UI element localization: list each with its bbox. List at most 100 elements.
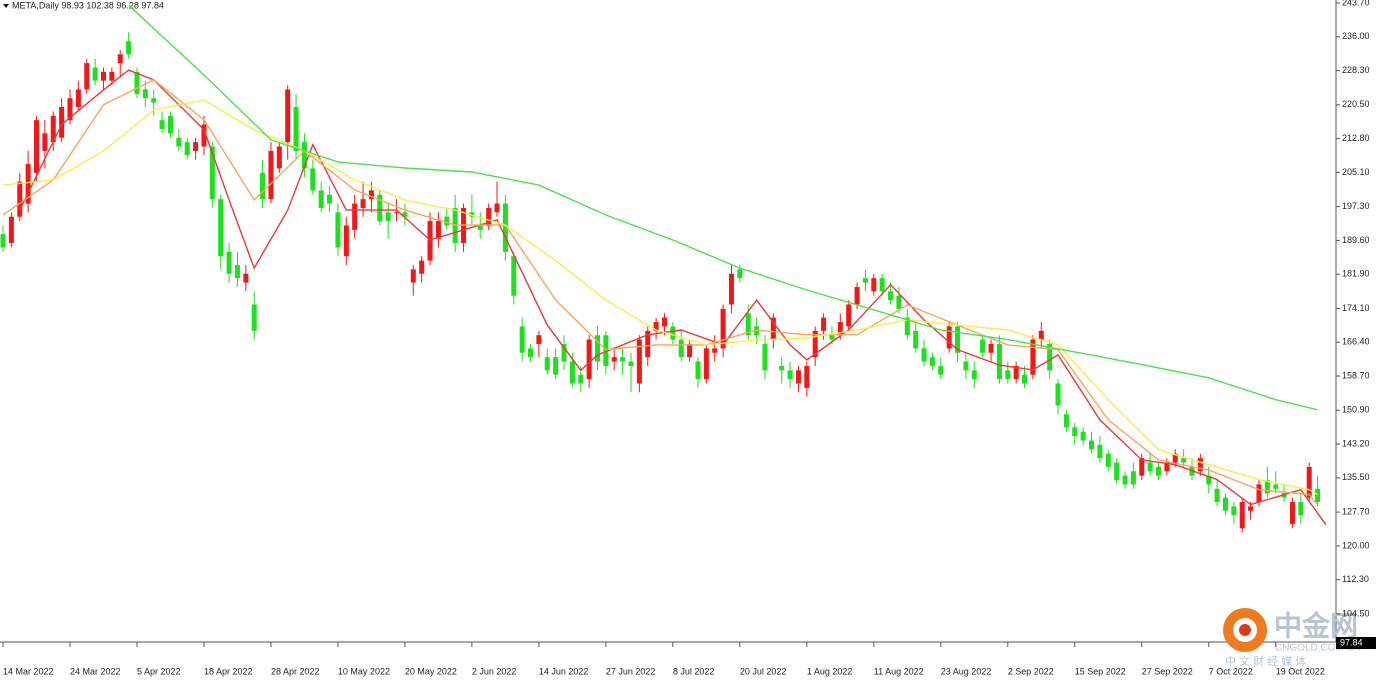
candle-body	[1005, 370, 1011, 380]
candle-body	[1172, 453, 1178, 463]
candle-body	[126, 41, 132, 55]
candle-body	[888, 291, 894, 301]
candle-body	[770, 317, 776, 340]
x-tick-label: 27 Jun 2022	[606, 666, 656, 676]
candle-body	[117, 54, 123, 64]
y-tick-label: 120.00	[1342, 540, 1370, 550]
candle-body	[980, 339, 986, 353]
candle-body	[402, 212, 408, 217]
y-tick-label: 135.50	[1342, 472, 1370, 482]
y-tick-label: 174.10	[1342, 303, 1370, 313]
candle-body	[159, 120, 165, 129]
watermark-domain: CNGOLD.COM.CN	[1275, 643, 1361, 654]
candle-body	[1030, 339, 1036, 375]
last-price-label: 97.84	[1340, 637, 1363, 647]
candle-body	[1214, 488, 1220, 502]
candle-body	[955, 326, 961, 353]
candle-body	[360, 199, 366, 208]
x-tick-label: 18 Apr 2022	[204, 666, 253, 676]
candle-body	[779, 365, 785, 371]
candle-body	[427, 221, 433, 261]
candle-body	[218, 199, 224, 257]
candle-body	[946, 326, 952, 349]
y-tick-label: 212.80	[1342, 133, 1370, 143]
candle-body	[1298, 501, 1304, 516]
candle-body	[938, 365, 944, 375]
y-tick-label: 150.90	[1342, 405, 1370, 415]
candle-body	[670, 326, 676, 340]
x-tick-label: 19 Oct 2022	[1276, 666, 1325, 676]
candle-body	[151, 98, 157, 103]
candle-body	[611, 357, 617, 362]
candle-body	[176, 137, 182, 147]
candle-body	[728, 273, 734, 305]
candle-body	[511, 256, 517, 296]
candle-body	[904, 317, 910, 336]
candle-body	[17, 181, 23, 217]
candle-body	[1248, 506, 1254, 511]
title-marker	[3, 4, 9, 8]
candle-body	[109, 71, 115, 81]
y-tick-label: 197.30	[1342, 201, 1370, 211]
candle-body	[368, 190, 374, 200]
candle-body	[787, 370, 793, 380]
candle-body	[377, 194, 383, 222]
y-tick-label: 189.60	[1342, 235, 1370, 245]
candle-body	[276, 146, 282, 169]
candle-body	[385, 212, 391, 222]
candle-body	[720, 308, 726, 349]
candle-body	[394, 212, 400, 214]
candle-body	[327, 194, 333, 204]
candle-body	[737, 269, 743, 279]
candle-body	[703, 348, 709, 380]
candle-body	[410, 269, 416, 283]
candle-body	[678, 339, 684, 358]
candle-body	[444, 216, 450, 226]
candle-body	[1063, 414, 1069, 428]
candle-body	[226, 251, 232, 274]
y-tick-label: 127.70	[1342, 506, 1370, 516]
candle-body	[553, 357, 559, 375]
candle-body	[695, 361, 701, 380]
candle-body	[862, 278, 868, 283]
y-tick-label: 220.50	[1342, 99, 1370, 109]
candle-body	[795, 370, 801, 384]
x-tick-label: 5 Apr 2022	[137, 666, 181, 676]
candle-body	[1155, 466, 1162, 476]
moving-average-line	[128, 4, 1318, 411]
x-tick-label: 2 Jun 2022	[472, 666, 517, 676]
x-tick-label: 14 Mar 2022	[3, 666, 54, 676]
candle-body	[854, 286, 860, 305]
candle-body	[544, 357, 550, 371]
candle-body	[578, 374, 584, 384]
candle-body	[75, 89, 81, 107]
candle-body	[486, 207, 492, 226]
candle-body	[687, 343, 693, 358]
candle-body	[1038, 330, 1044, 340]
x-tick-label: 10 May 2022	[338, 666, 390, 676]
candle-body	[1013, 365, 1019, 380]
candle-body	[142, 89, 148, 99]
candle-body	[1139, 458, 1145, 476]
candle-body	[846, 304, 852, 327]
candle-body	[1164, 462, 1170, 472]
candle-body	[243, 273, 249, 283]
candle-body	[8, 216, 14, 244]
x-tick-label: 2 Sep 2022	[1008, 666, 1054, 676]
candle-body	[1264, 480, 1270, 494]
watermark-brand: 中金网	[1274, 609, 1358, 641]
candle-body	[1222, 497, 1228, 511]
candle-body	[1088, 440, 1095, 450]
candle-body	[645, 330, 651, 358]
candle-body	[1231, 506, 1237, 516]
candle-body	[561, 343, 567, 362]
candle-body	[628, 361, 634, 366]
moving-average-line	[2, 78, 1319, 506]
candle-body	[1105, 453, 1111, 467]
candle-body	[1239, 501, 1245, 529]
candle-body	[92, 67, 98, 81]
candle-body	[310, 168, 316, 191]
candle-body	[821, 317, 827, 331]
logo-core	[1239, 624, 1251, 636]
candle-body	[762, 343, 768, 371]
